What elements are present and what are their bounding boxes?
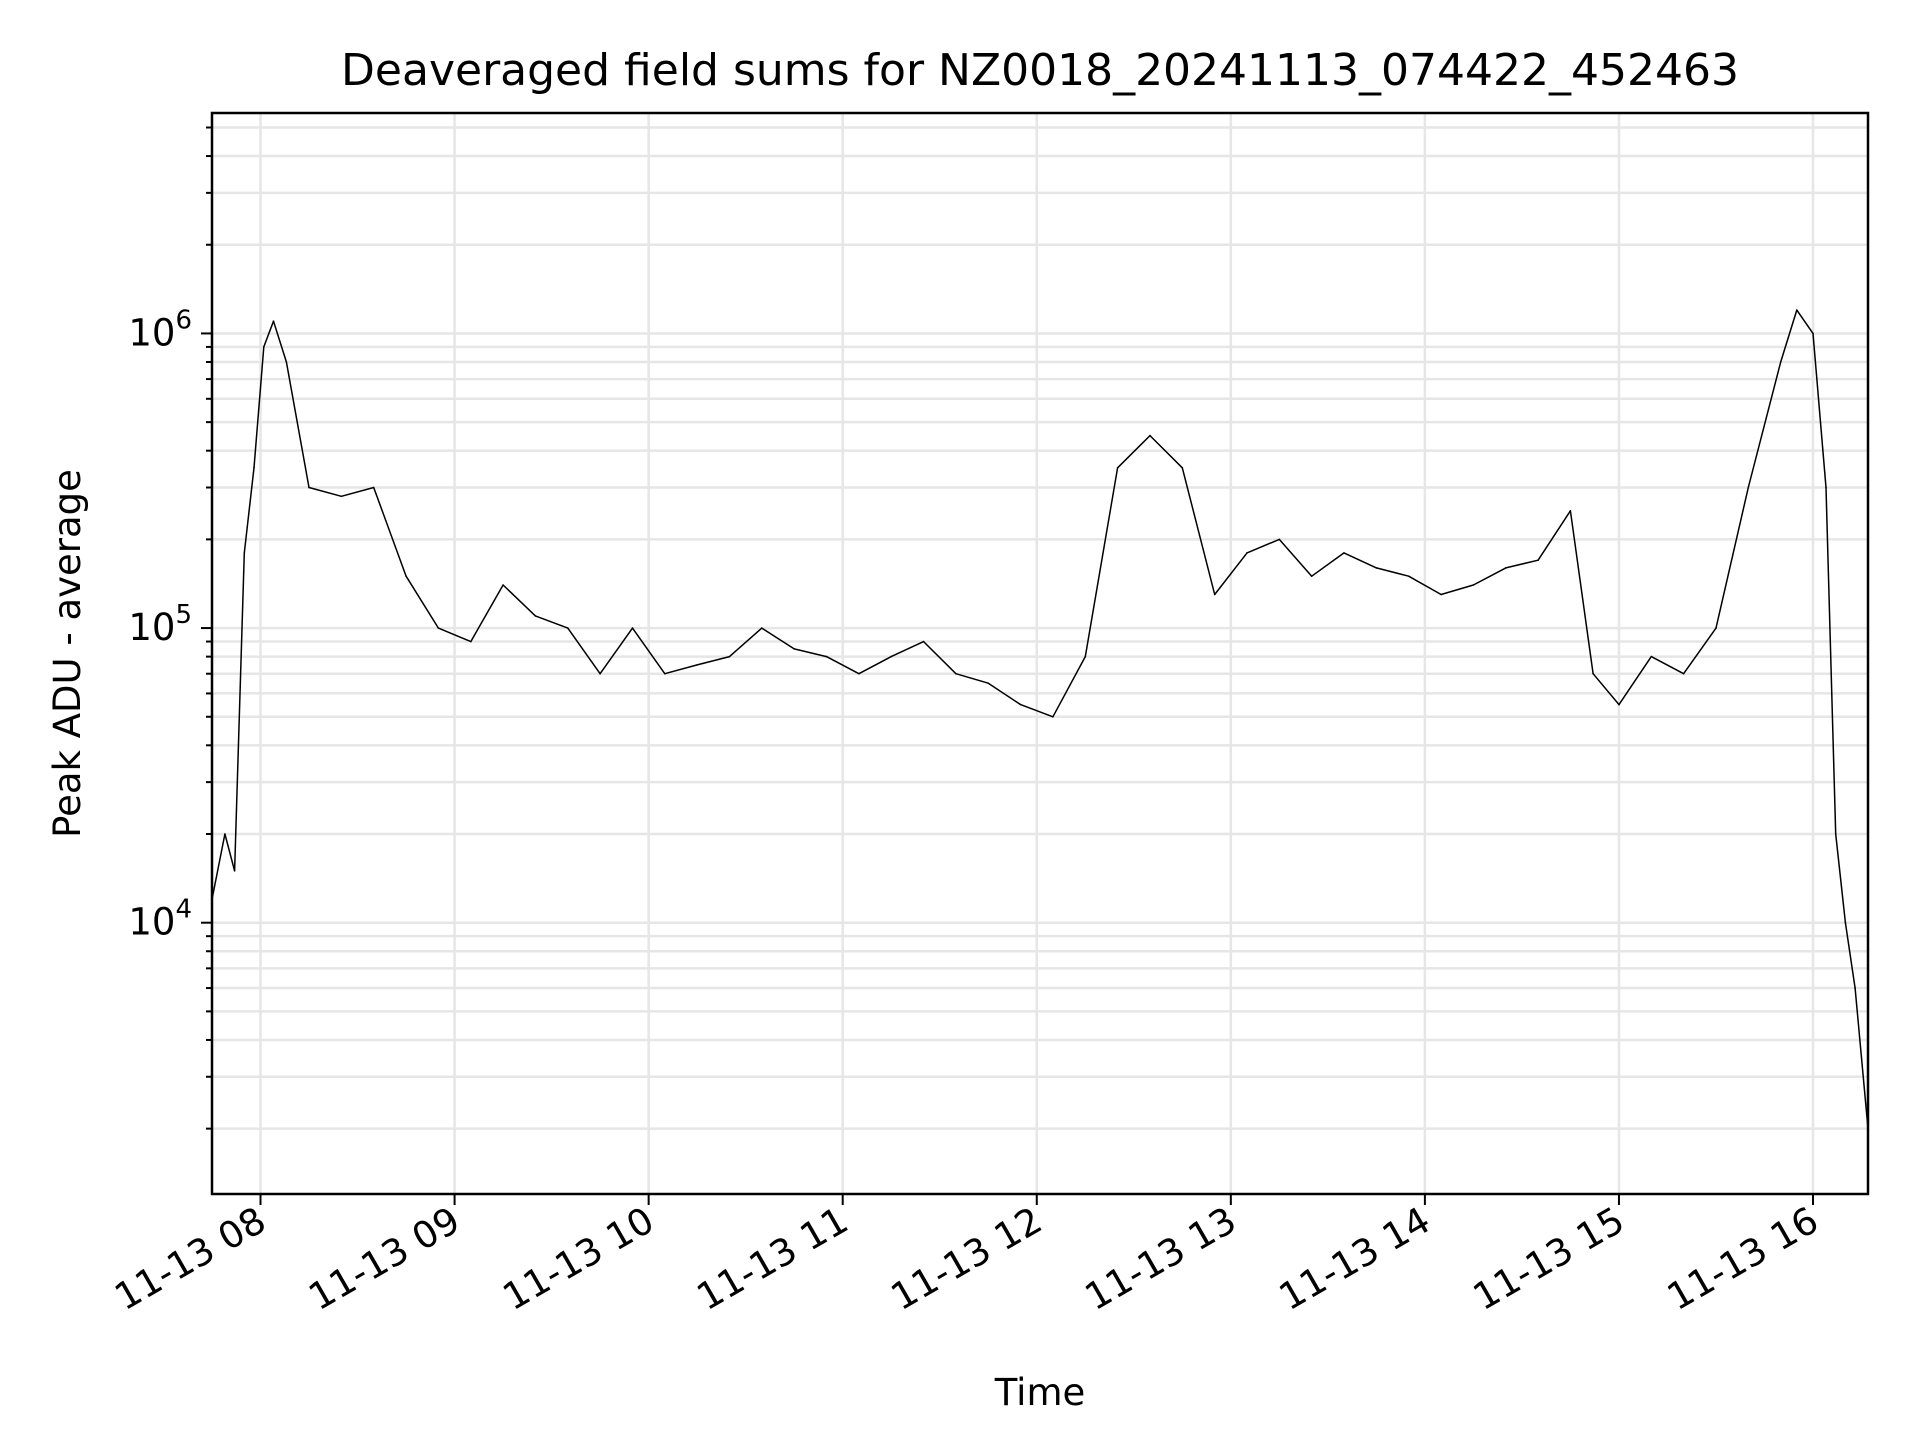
data-point — [1505, 567, 1507, 569]
data-point — [285, 361, 288, 363]
series-layer — [211, 309, 1869, 1130]
data-point — [253, 467, 255, 469]
data-point — [1246, 552, 1248, 554]
data-point — [534, 615, 537, 617]
data-point — [272, 320, 275, 323]
data-point — [793, 648, 795, 650]
data-point — [1834, 833, 1837, 835]
data-point — [405, 575, 407, 577]
data-point — [1084, 655, 1087, 658]
data-point — [1537, 559, 1539, 561]
data-point — [263, 346, 265, 348]
data-point — [1592, 672, 1594, 675]
data-point — [1407, 575, 1410, 577]
data-point — [631, 627, 634, 629]
data-point — [1181, 467, 1184, 469]
y-tick-label: 105 — [128, 600, 192, 649]
series-line-0 — [211, 309, 1869, 1129]
data-point — [858, 672, 860, 675]
y-axis-label: Peak ADU - average — [46, 469, 89, 838]
data-point — [1278, 538, 1281, 541]
data-point — [761, 627, 763, 629]
data-point — [987, 682, 990, 684]
data-point — [1116, 467, 1119, 469]
y-tick-label: 104 — [128, 895, 192, 944]
grid — [212, 113, 1868, 1194]
data-point — [372, 486, 375, 489]
data-point — [1019, 703, 1022, 706]
data-point — [1825, 486, 1827, 489]
x-axis-label: Time — [994, 1371, 1086, 1414]
data-point — [1375, 567, 1378, 569]
data-point — [1844, 921, 1847, 924]
data-point — [233, 870, 236, 872]
data-point — [567, 627, 569, 629]
data-point — [1747, 486, 1750, 489]
y-tick-label: 106 — [128, 305, 192, 354]
data-point — [470, 640, 472, 643]
data-point — [1715, 627, 1717, 629]
y-tick-label-base: 10 — [128, 606, 175, 649]
data-point — [664, 672, 666, 675]
data-point — [1343, 552, 1345, 554]
data-point — [1796, 309, 1798, 311]
data-point — [308, 486, 310, 489]
data-point — [1682, 672, 1685, 675]
data-point — [1779, 361, 1782, 363]
data-point — [1213, 593, 1216, 596]
data-point — [340, 495, 343, 498]
data-point — [1854, 987, 1856, 989]
chart-title: Deaveraged field sums for NZ0018_2024111… — [341, 45, 1739, 96]
data-point — [696, 664, 698, 666]
data-point — [1310, 575, 1313, 577]
data-point — [728, 655, 731, 658]
y-tick-label-exponent: 4 — [175, 895, 192, 925]
data-point — [1812, 332, 1814, 335]
data-point — [437, 627, 440, 629]
data-point — [224, 833, 226, 835]
data-point — [890, 655, 892, 658]
data-point — [1052, 716, 1054, 718]
data-point — [955, 672, 957, 675]
data-point — [1569, 510, 1572, 512]
data-point — [1472, 584, 1475, 586]
plot-frame — [210, 111, 1870, 1196]
data-point — [502, 584, 504, 586]
data-point — [599, 672, 601, 675]
y-tick-label-base: 10 — [128, 311, 175, 354]
y-tick-label-base: 10 — [128, 901, 175, 944]
data-point — [1149, 434, 1151, 437]
data-point — [922, 640, 925, 643]
data-point — [1618, 703, 1620, 706]
data-point — [243, 552, 246, 554]
y-tick-label-exponent: 5 — [175, 600, 192, 630]
data-point — [1440, 593, 1442, 596]
data-point — [1650, 655, 1653, 658]
y-tick-label-exponent: 6 — [175, 305, 192, 335]
data-point — [825, 655, 828, 658]
